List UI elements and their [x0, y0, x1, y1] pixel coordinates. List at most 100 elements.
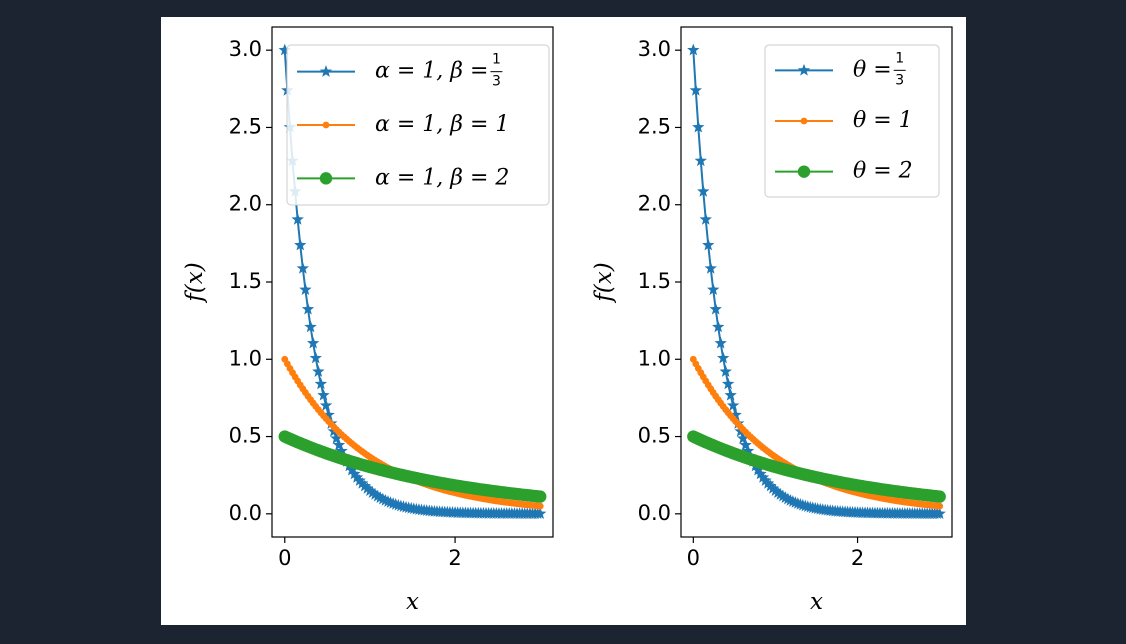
data-point — [319, 399, 333, 411]
legend-box — [286, 44, 550, 206]
y-tick-label: 1.0 — [229, 346, 262, 370]
data-point — [719, 365, 732, 377]
fraction-denominator: 3 — [492, 74, 501, 90]
data-point — [717, 351, 730, 364]
series-2 — [687, 430, 946, 503]
data-point — [304, 320, 317, 333]
data-point — [771, 486, 785, 498]
data-point — [299, 283, 312, 296]
data-point — [704, 261, 717, 274]
x-tick-label: 2 — [448, 546, 461, 570]
data-point — [322, 408, 335, 421]
data-point — [741, 444, 755, 457]
data-point — [291, 213, 304, 225]
data-point — [721, 377, 735, 390]
data-point — [739, 438, 752, 451]
data-point — [697, 185, 710, 197]
fraction-numerator: 1 — [492, 52, 501, 68]
data-point — [761, 477, 775, 489]
y-axis-label: f(x) — [591, 262, 617, 303]
data-point — [363, 484, 377, 496]
data-point — [774, 488, 787, 500]
x-tick-label: 0 — [278, 546, 291, 570]
data-point — [769, 484, 782, 496]
y-tick-label: 2.5 — [638, 114, 671, 138]
data-point — [312, 365, 325, 377]
data-point — [754, 467, 767, 480]
data-point — [751, 463, 765, 476]
y-tick-label: 3.0 — [638, 37, 671, 61]
data-point — [726, 399, 740, 411]
legend: θ = 13 θ = 1 θ = 2 — [764, 44, 940, 198]
legend-item-1: α = 1, β = 1 — [297, 112, 509, 137]
data-point — [368, 488, 382, 500]
data-point — [724, 388, 737, 401]
data-point — [294, 238, 307, 251]
data-point — [729, 408, 742, 421]
legend-marker — [322, 121, 330, 129]
y-tick-label: 3.0 — [229, 37, 262, 61]
data-point — [687, 43, 700, 56]
data-point — [301, 302, 315, 315]
legend-marker — [797, 165, 811, 178]
data-point — [314, 377, 328, 390]
data-point — [306, 336, 320, 349]
y-tick-label: 0.0 — [638, 501, 671, 525]
legend-box — [764, 44, 940, 198]
legend-label: θ = — [853, 57, 892, 82]
legend-item-0: θ = 13 — [775, 50, 906, 88]
y-tick-label: 0.5 — [229, 424, 262, 448]
x-tick-label: 2 — [851, 546, 864, 570]
data-point — [933, 490, 946, 503]
legend-marker — [797, 63, 811, 76]
data-point — [936, 502, 944, 510]
legend-fraction: 13 — [893, 50, 906, 88]
y-tick-label: 2.0 — [638, 192, 671, 216]
data-point — [361, 482, 374, 494]
data-point — [330, 432, 343, 444]
data-point — [756, 470, 770, 483]
series-0 — [687, 43, 946, 520]
legend: α = 1, β = 13α = 1, β = 1α = 1, β = 2 — [286, 44, 550, 206]
legend-item-0: α = 1, β = 13 — [297, 52, 503, 90]
data-point — [766, 482, 780, 494]
series-0 — [278, 43, 547, 520]
data-point — [759, 474, 772, 486]
y-tick-label: 1.5 — [229, 269, 262, 293]
legend-label: θ = 2 — [853, 159, 913, 184]
data-point — [296, 261, 310, 274]
data-point — [709, 302, 722, 315]
data-point — [933, 507, 946, 520]
data-point — [534, 507, 547, 520]
data-point — [699, 213, 712, 225]
data-point — [694, 154, 707, 167]
plot-area — [278, 43, 547, 520]
data-point — [278, 43, 291, 56]
data-point — [366, 486, 379, 498]
chart-svg: 0.0 0.5 1.0 1.5 2.0 2.5 3.0 0 2 x f(x) α = 1, β = 1… — [182, 26, 953, 615]
data-point — [692, 120, 705, 133]
data-point — [317, 388, 330, 401]
right-panel: 0.00.51.01.52.02.53.00 2xf(x)θ = 13θ = 1θ… — [591, 26, 953, 615]
data-point — [348, 467, 361, 480]
y-tick-label: 0.5 — [638, 424, 671, 448]
legend-label: α = 1, β = — [375, 59, 488, 84]
legend-fraction: 13 — [490, 52, 503, 90]
data-point — [707, 283, 720, 296]
x-axis-label: x — [810, 589, 823, 615]
legend-item-2: θ = 2 — [775, 159, 913, 184]
left-panel: 0.0 0.5 1.0 1.5 2.0 2.5 3.0 0 2 x f(x) α = 1, β = 1… — [182, 26, 554, 615]
y-tick-label: 0.0 — [229, 501, 262, 525]
data-point — [358, 479, 371, 492]
legend-label: α = 1, β = 1 — [375, 112, 509, 137]
data-point — [332, 438, 346, 451]
data-point — [736, 432, 750, 444]
y-tick-label: 2.5 — [229, 114, 262, 138]
x-tick-label: 0 — [687, 546, 700, 570]
y-tick-label: 2.0 — [229, 192, 262, 216]
data-point — [345, 463, 359, 476]
legend-label: α = 1, β = 2 — [375, 165, 509, 190]
data-point — [356, 477, 369, 489]
legend-label: θ = 1 — [853, 108, 913, 133]
series-2 — [278, 430, 547, 503]
